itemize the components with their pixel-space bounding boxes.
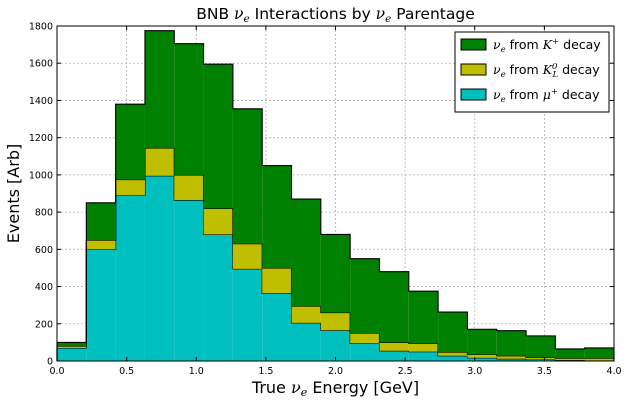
- y-tick-label: 0: [47, 357, 53, 368]
- y-tick-label: 200: [35, 319, 53, 330]
- histogram-bar: [203, 64, 233, 209]
- histogram-bar: [57, 346, 87, 348]
- histogram-bar: [408, 351, 439, 361]
- legend-entry: νe from K0 L decay: [493, 62, 600, 80]
- histogram-bar: [232, 108, 263, 244]
- histogram-bar: [262, 165, 292, 268]
- y-tick-label: 600: [35, 245, 53, 256]
- histogram-bar: [291, 306, 321, 323]
- histogram-step-outline: [56, 30, 615, 361]
- histogram-bar: [584, 358, 614, 361]
- legend-entry: νe from μ+ decay: [493, 87, 600, 105]
- x-tick-label: 2.5: [398, 366, 413, 377]
- legend-swatch: [460, 38, 487, 51]
- histogram-bar: [232, 268, 263, 361]
- histogram-bar: [320, 330, 351, 361]
- x-tick-label: 4.0: [606, 366, 621, 377]
- x-tick-label: 0.0: [49, 366, 64, 377]
- histogram-bar: [320, 234, 351, 313]
- histogram-bar: [350, 258, 380, 334]
- histogram-bar: [438, 312, 468, 353]
- axis-ticks: 0.0 0.5 1.0 1.5 2.0 2.5 3.0 3.5 4.0 0 200 400 600 800…: [29, 22, 622, 378]
- y-tick-label: 1200: [29, 133, 53, 144]
- histogram-bar: [262, 293, 292, 361]
- y-tick-label: 800: [35, 208, 53, 219]
- histogram-bar: [555, 358, 585, 361]
- x-tick-label: 3.5: [537, 366, 552, 377]
- histogram-bar: [57, 342, 87, 347]
- histogram-bar: [203, 208, 233, 235]
- histogram-bar: [408, 343, 439, 352]
- x-axis-label: True νe Energy [GeV]: [251, 378, 419, 399]
- x-tick-label: 0.5: [119, 366, 134, 377]
- histogram-bar: [115, 179, 145, 196]
- x-tick-label: 2.0: [328, 366, 343, 377]
- y-tick-label: 1400: [29, 96, 53, 107]
- y-axis-label: Events [Arb]: [4, 144, 23, 243]
- histogram-bar: [408, 291, 439, 344]
- x-tick-label: 3.0: [467, 366, 482, 377]
- histogram-bar: [203, 234, 233, 361]
- histogram-bar: [467, 357, 497, 361]
- histogram-bar: [350, 343, 380, 361]
- histogram-bar: [86, 202, 116, 241]
- histogram-bar: [496, 330, 527, 356]
- histogram-bar: [57, 347, 87, 361]
- histogram-bar: [379, 350, 409, 361]
- histogram-bar: [115, 195, 145, 361]
- histogram-bar: [526, 357, 556, 360]
- legend-swatch: [460, 63, 487, 76]
- histogram-bar: [86, 240, 116, 250]
- histogram-bar: [232, 243, 263, 269]
- histogram-bar: [438, 355, 468, 361]
- histogram-bar: [86, 249, 116, 361]
- y-tick-label: 400: [35, 282, 53, 293]
- histogram-bar: [467, 329, 497, 355]
- histogram-bar: [379, 342, 409, 351]
- histogram-bar: [262, 267, 292, 294]
- x-tick-label: 1.0: [189, 366, 204, 377]
- histogram-bar: [496, 358, 527, 361]
- histogram-bar: [320, 312, 351, 331]
- legend-entry: νe from K+ decay: [493, 37, 601, 55]
- histogram-bar: [555, 348, 585, 359]
- histogram-bar: [526, 359, 556, 361]
- histogram-bar: [291, 322, 321, 361]
- histogram-bar: [584, 347, 614, 359]
- histogram-bar: [379, 271, 409, 343]
- y-tick-label: 1800: [29, 22, 53, 33]
- chart-title: BNB νe Interactions by νe Parentage: [196, 5, 475, 25]
- histogram-bar: [291, 199, 321, 307]
- histogram-bar: [496, 355, 527, 359]
- histogram-bar: [115, 104, 145, 180]
- y-tick-label: 1600: [29, 59, 53, 70]
- x-tick-label: 1.5: [258, 366, 273, 377]
- histogram-bar: [144, 175, 175, 361]
- histogram-bar: [174, 200, 204, 361]
- histogram-bar: [144, 147, 175, 176]
- histogram-bar: [144, 30, 175, 148]
- histogram-bars: [56, 30, 615, 361]
- legend: νe from K+ decay νe from K0 L decay νe from…: [454, 31, 610, 113]
- histogram-bar: [526, 335, 556, 358]
- histogram-bar: [174, 43, 204, 175]
- histogram-bar: [438, 352, 468, 356]
- histogram-bar: [350, 333, 380, 344]
- histogram-bar: [467, 354, 497, 358]
- legend-swatch: [460, 88, 487, 101]
- histogram-bar: [174, 174, 204, 201]
- y-tick-label: 1000: [29, 170, 53, 181]
